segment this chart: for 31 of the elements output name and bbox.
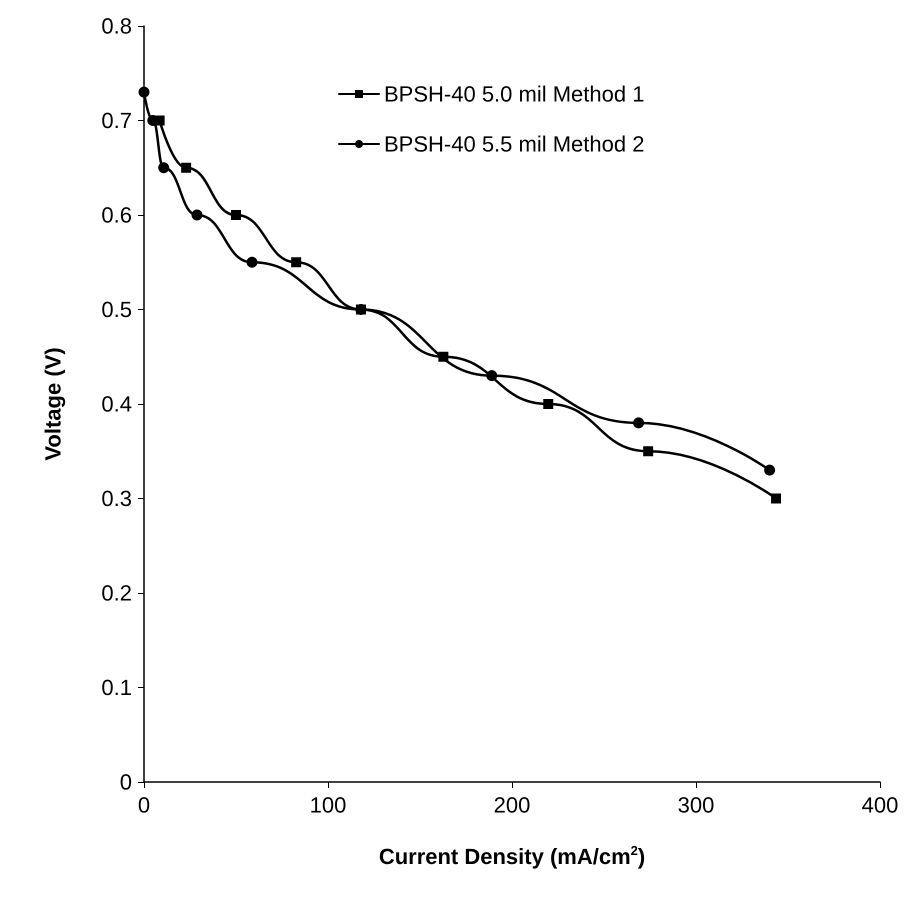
y-axis-title: Voltage (V) [40, 347, 66, 461]
point [764, 464, 776, 476]
y-tick-label: 0.1 [101, 675, 132, 700]
x-tick-label: 0 [138, 792, 150, 818]
point [138, 86, 150, 98]
point [486, 370, 498, 382]
point [438, 352, 448, 362]
y-tick-label: 0.2 [101, 580, 132, 606]
y-tick-label: 0.5 [101, 297, 132, 322]
x-tick-label: 300 [678, 792, 714, 818]
y-tick-label: 0.7 [101, 108, 132, 133]
y-tick-label: 0.3 [101, 486, 132, 511]
y-tick-label: 0.6 [101, 202, 132, 228]
point [181, 162, 192, 173]
point [291, 257, 302, 268]
legend-label: BPSH-40 5.5 mil Method 2 [384, 132, 644, 156]
y-tick-label: 0.4 [101, 392, 132, 416]
point [771, 494, 782, 504]
point [192, 210, 202, 220]
point [231, 210, 241, 220]
point [633, 417, 644, 428]
x-tick-label: 100 [310, 792, 346, 818]
legend-label: BPSH-40 5.0 mil Method 1 [384, 82, 644, 106]
x-tick-label: 200 [494, 792, 530, 818]
point [246, 256, 258, 268]
y-tick-label: 0 [120, 770, 132, 794]
point [158, 162, 170, 174]
point [643, 446, 654, 456]
x-tick-label: 400 [862, 792, 898, 818]
point [543, 399, 554, 409]
y-tick-label: 0.8 [101, 14, 132, 38]
